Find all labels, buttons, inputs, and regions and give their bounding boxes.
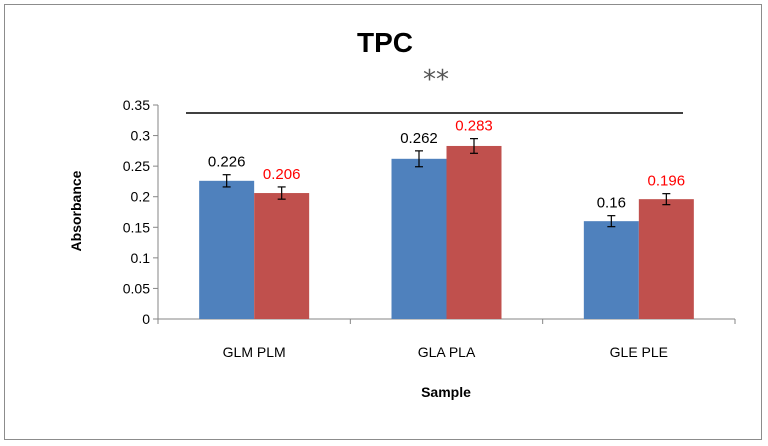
bar <box>391 158 447 319</box>
y-tick-label: 0.35 <box>123 97 150 113</box>
y-tick-label: 0.05 <box>123 280 150 296</box>
bar <box>199 180 255 319</box>
y-tick-label: 0.25 <box>123 158 150 174</box>
y-tick-label: 0.1 <box>131 250 151 266</box>
y-tick-label: 0.15 <box>123 219 150 235</box>
y-axis-title: Absorbance <box>68 170 84 251</box>
x-tick-label: GLM PLM <box>223 344 286 360</box>
data-label: 0.206 <box>263 166 301 183</box>
y-tick-label: 0 <box>142 311 150 327</box>
x-tick-label: GLA PLA <box>418 344 476 360</box>
data-label: 0.196 <box>648 173 686 190</box>
data-label: 0.226 <box>208 154 246 171</box>
bar <box>446 145 502 319</box>
data-label: 0.262 <box>400 130 438 147</box>
bar <box>583 221 639 319</box>
data-label: 0.283 <box>455 118 493 135</box>
significance-annotation: ** <box>423 65 449 95</box>
bar <box>254 193 310 319</box>
x-axis-title: Sample <box>421 384 471 400</box>
y-tick-label: 0.3 <box>131 128 151 144</box>
data-label: 0.16 <box>597 195 626 212</box>
bar <box>638 199 694 319</box>
y-tick-label: 0.2 <box>131 189 151 205</box>
x-tick-label: GLE PLE <box>610 344 668 360</box>
plot-area: 0 0.05 0.1 0.15 0.2 0.25 0.3 0.35 GLM PLM 0.226 0.… <box>123 97 736 360</box>
chart-title: TPC <box>357 27 413 58</box>
